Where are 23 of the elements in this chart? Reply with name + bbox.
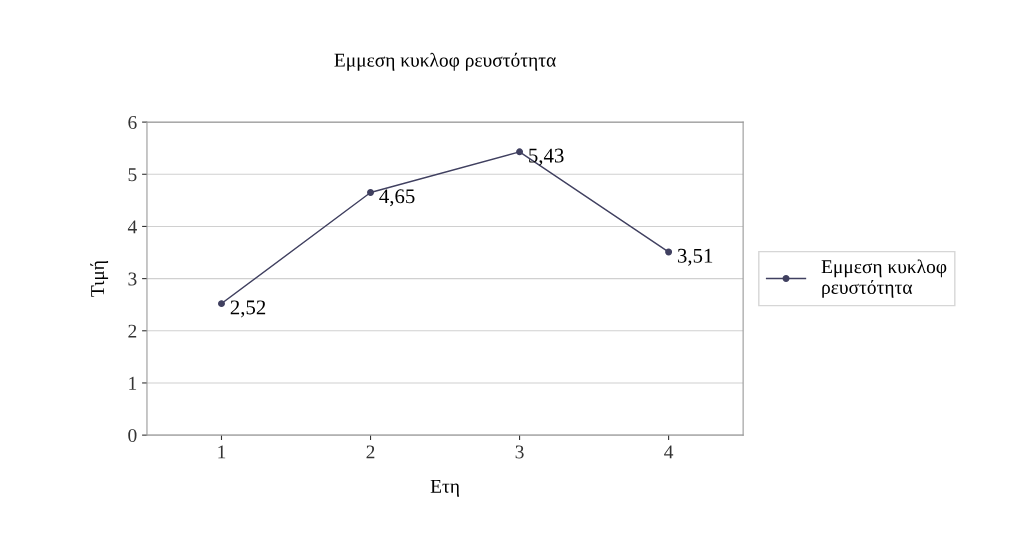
y-tick-label: 3 bbox=[128, 272, 137, 286]
y-axis-title: Τιμή bbox=[90, 261, 109, 297]
data-label: 5,43 bbox=[529, 148, 564, 166]
legend-label: Εμμεση κυκλοφ ρευστότητα bbox=[821, 259, 947, 298]
x-tick-label: 2 bbox=[366, 445, 375, 459]
y-tick-label: 2 bbox=[128, 324, 137, 338]
x-tick-label: 3 bbox=[515, 445, 524, 459]
x-axis-title: Ετη bbox=[430, 479, 459, 497]
data-label: 4,65 bbox=[379, 189, 415, 207]
point bbox=[665, 248, 673, 256]
point bbox=[516, 148, 524, 156]
y-tick-label: 1 bbox=[129, 376, 137, 390]
y-tick-label: 4 bbox=[127, 220, 137, 234]
point bbox=[367, 189, 375, 197]
y-tick-label: 5 bbox=[128, 168, 137, 182]
chart-title: Εμμεση κυκλοφ ρευστότητα bbox=[334, 52, 556, 71]
data-label: 2,52 bbox=[230, 300, 266, 318]
y-tick-label: 6 bbox=[128, 115, 137, 130]
data-label: 3,51 bbox=[677, 248, 713, 266]
point bbox=[218, 300, 225, 308]
y-tick-label: 0 bbox=[128, 428, 137, 443]
x-tick-label: 4 bbox=[664, 445, 674, 459]
x-tick-label: 1 bbox=[218, 445, 226, 459]
